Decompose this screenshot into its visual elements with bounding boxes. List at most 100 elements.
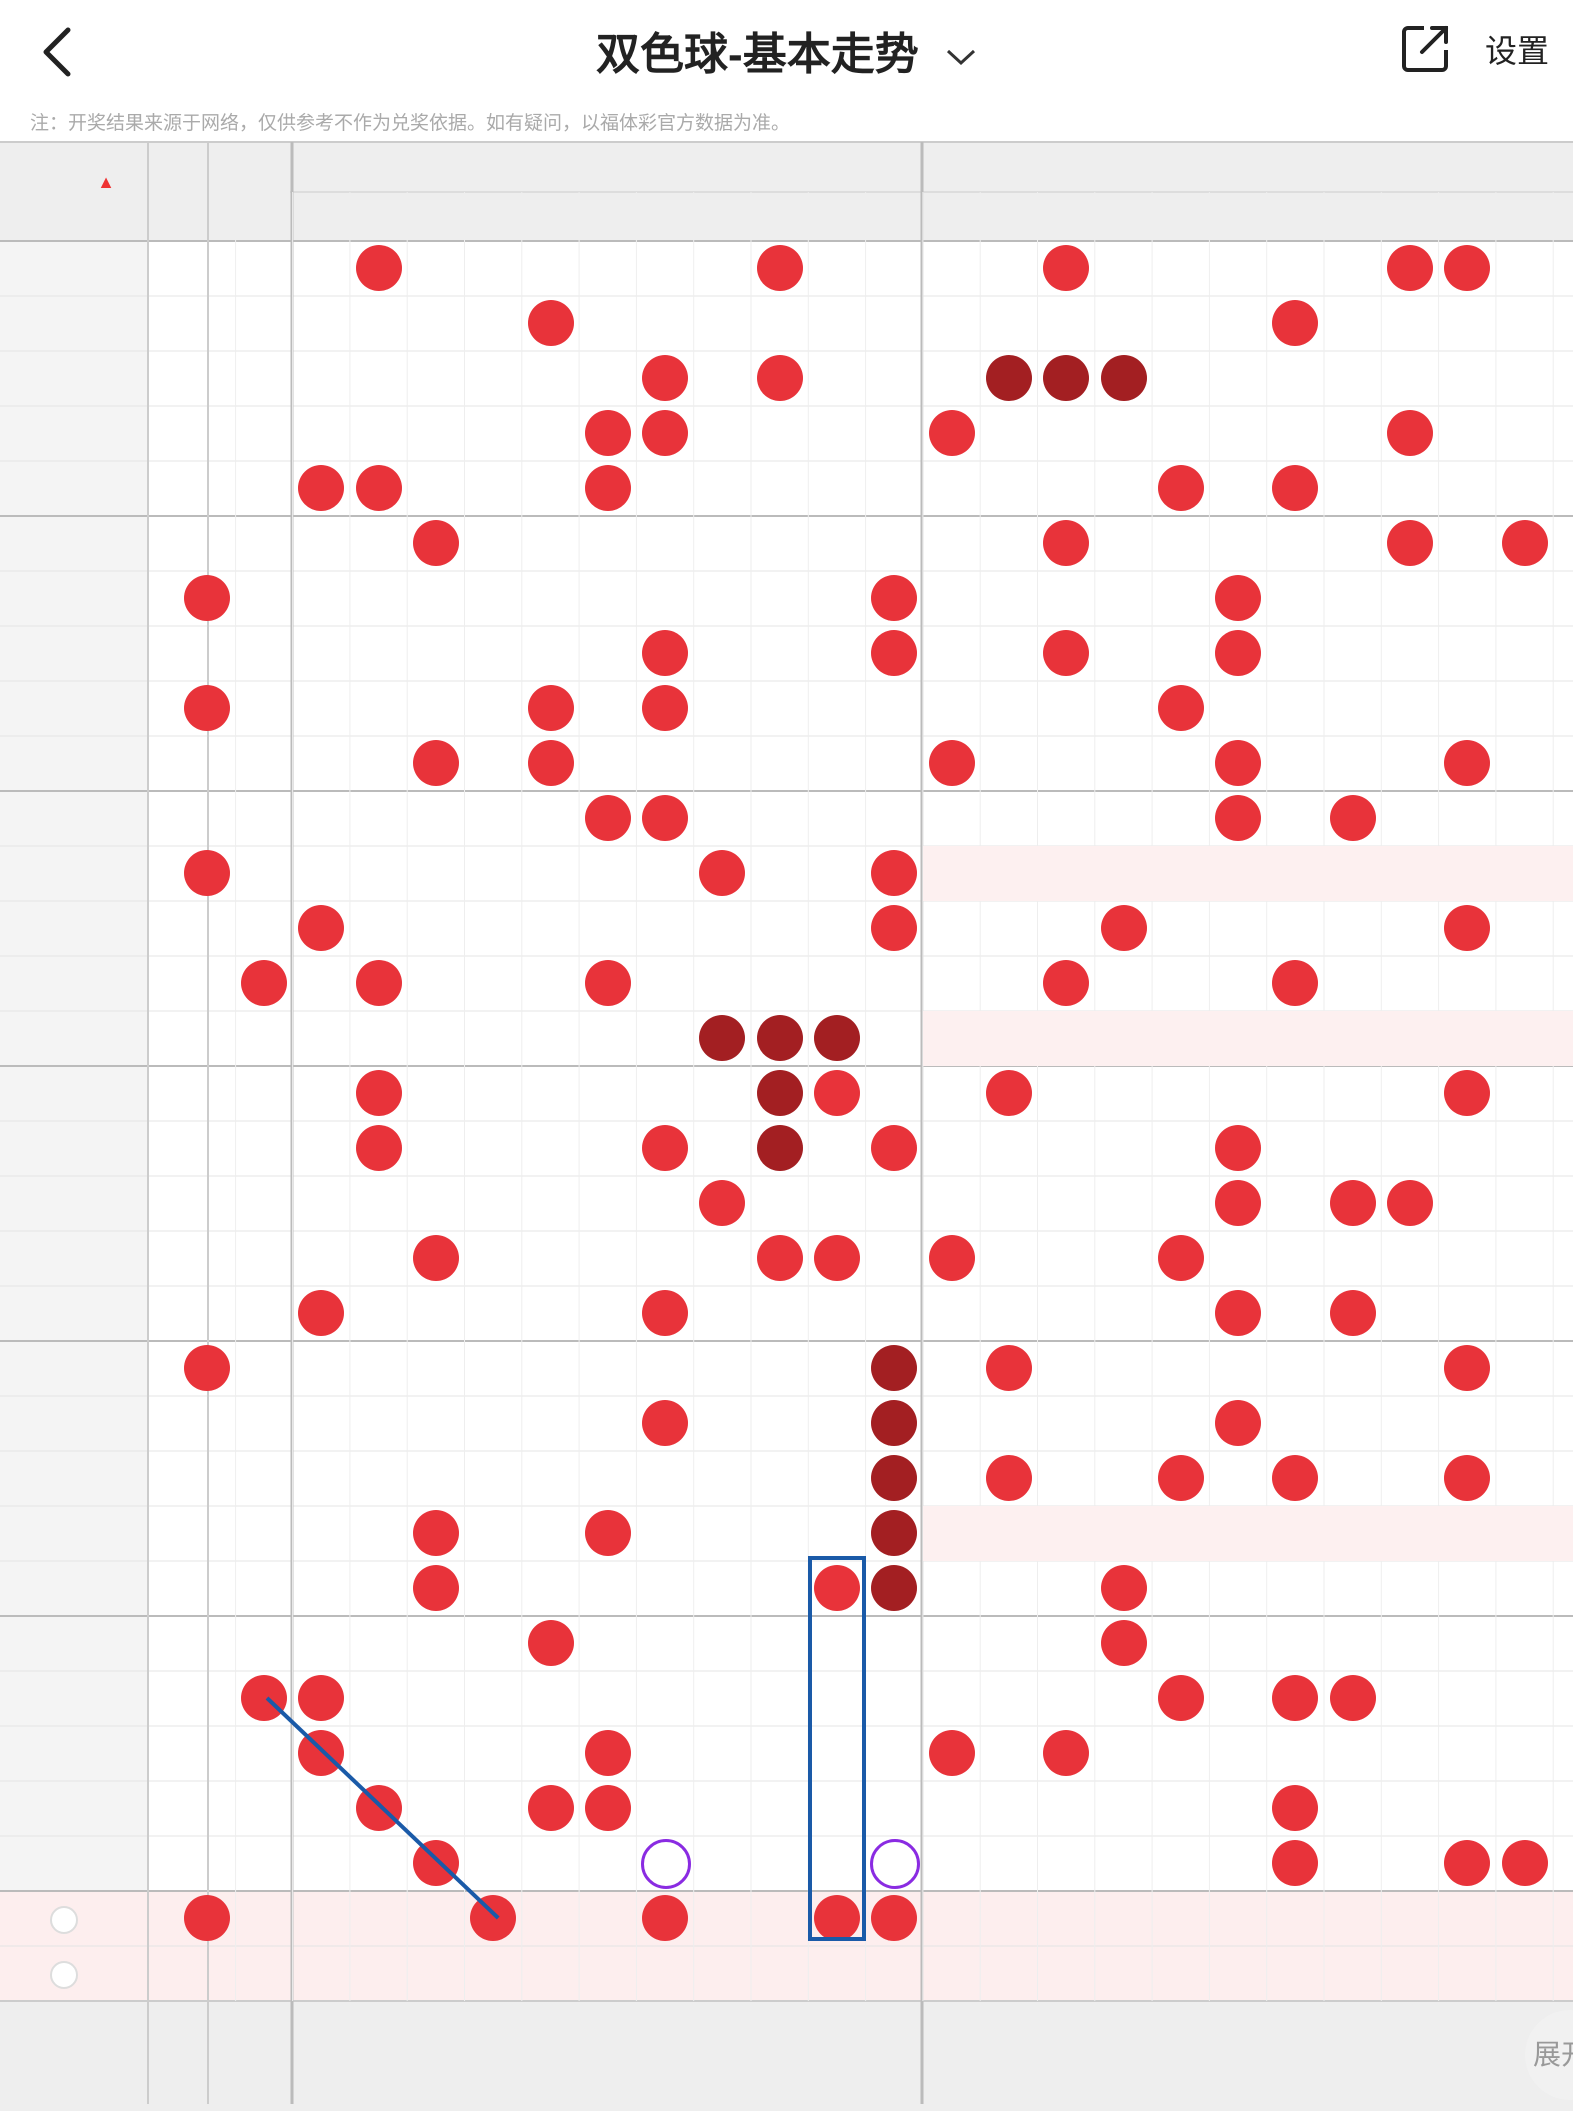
number-ball[interactable]	[412, 1235, 459, 1281]
number-ball[interactable]	[756, 1015, 803, 1061]
number-ball[interactable]	[1444, 1455, 1491, 1501]
number-ball[interactable]	[928, 1730, 975, 1776]
number-ball[interactable]	[1100, 905, 1147, 951]
number-ball[interactable]	[1329, 795, 1376, 841]
number-ball[interactable]	[584, 410, 631, 456]
number-ball[interactable]	[412, 1510, 459, 1556]
number-ball[interactable]	[642, 1125, 689, 1171]
select-radio[interactable]	[50, 1906, 78, 1934]
number-ball[interactable]	[1444, 245, 1491, 291]
number-ball[interactable]	[184, 1345, 230, 1391]
number-ball[interactable]	[1157, 1455, 1204, 1501]
number-ball[interactable]	[814, 1070, 860, 1116]
number-ball[interactable]	[241, 1675, 287, 1721]
number-ball[interactable]	[184, 685, 230, 731]
number-ball[interactable]	[871, 905, 918, 951]
chevron-down-icon[interactable]	[945, 47, 977, 67]
number-ball[interactable]	[699, 850, 746, 896]
number-ball[interactable]	[1444, 1345, 1491, 1391]
number-ball[interactable]	[1157, 1235, 1204, 1281]
number-ball[interactable]	[527, 1785, 574, 1831]
number-ball[interactable]	[756, 355, 803, 401]
number-ball[interactable]	[1215, 740, 1262, 786]
number-ball[interactable]	[1100, 355, 1147, 401]
number-ball[interactable]	[1272, 300, 1319, 346]
number-ball[interactable]	[1444, 1070, 1491, 1116]
number-ball[interactable]	[1272, 960, 1319, 1006]
number-ball[interactable]	[355, 1125, 402, 1171]
number-ball[interactable]	[814, 1565, 860, 1611]
number-ball[interactable]	[1215, 1400, 1262, 1446]
number-ball[interactable]	[928, 740, 975, 786]
number-ball[interactable]	[642, 1400, 689, 1446]
number-ball[interactable]	[871, 1400, 918, 1446]
number-ball[interactable]	[1157, 1675, 1204, 1721]
number-ball[interactable]	[642, 795, 689, 841]
number-ball[interactable]	[756, 245, 803, 291]
number-ball[interactable]	[355, 1070, 402, 1116]
selected-ball[interactable]	[184, 1895, 230, 1941]
number-ball[interactable]	[642, 355, 689, 401]
number-ball[interactable]	[1043, 1730, 1090, 1776]
number-ball[interactable]	[412, 740, 459, 786]
number-ball[interactable]	[184, 575, 230, 621]
number-ball[interactable]	[642, 1290, 689, 1336]
number-ball[interactable]	[756, 1235, 803, 1281]
number-ball[interactable]	[355, 245, 402, 291]
number-ball[interactable]	[1329, 1180, 1376, 1226]
circled-number[interactable]	[870, 1839, 921, 1889]
number-ball[interactable]	[184, 850, 230, 896]
number-ball[interactable]	[1387, 1180, 1433, 1226]
number-ball[interactable]	[1387, 410, 1433, 456]
number-ball[interactable]	[1272, 1675, 1319, 1721]
number-ball[interactable]	[1043, 520, 1090, 566]
number-ball[interactable]	[699, 1015, 746, 1061]
number-ball[interactable]	[1215, 1180, 1262, 1226]
number-ball[interactable]	[355, 1785, 402, 1831]
number-ball[interactable]	[871, 850, 918, 896]
number-ball[interactable]	[871, 1510, 918, 1556]
number-ball[interactable]	[985, 1070, 1032, 1116]
settings-button[interactable]: 设置	[1485, 33, 1550, 69]
number-ball[interactable]	[355, 960, 402, 1006]
number-ball[interactable]	[814, 1015, 860, 1061]
selected-ball[interactable]	[814, 1895, 860, 1941]
selected-ball[interactable]	[642, 1895, 689, 1941]
number-ball[interactable]	[412, 1840, 459, 1886]
number-ball[interactable]	[355, 465, 402, 511]
number-ball[interactable]	[756, 1125, 803, 1171]
number-ball[interactable]	[584, 795, 631, 841]
number-ball[interactable]	[298, 1290, 345, 1336]
number-ball[interactable]	[699, 1180, 746, 1226]
number-ball[interactable]	[1215, 630, 1262, 676]
number-ball[interactable]	[985, 1345, 1032, 1391]
number-ball[interactable]	[985, 1455, 1032, 1501]
number-ball[interactable]	[814, 1235, 860, 1281]
number-ball[interactable]	[298, 1730, 345, 1776]
number-ball[interactable]	[928, 410, 975, 456]
number-ball[interactable]	[642, 630, 689, 676]
number-ball[interactable]	[871, 630, 918, 676]
number-ball[interactable]	[1272, 465, 1319, 511]
selected-ball[interactable]	[470, 1895, 517, 1941]
number-ball[interactable]	[1157, 465, 1204, 511]
number-ball[interactable]	[642, 410, 689, 456]
number-ball[interactable]	[1043, 630, 1090, 676]
number-ball[interactable]	[241, 960, 287, 1006]
number-ball[interactable]	[1215, 1125, 1262, 1171]
number-ball[interactable]	[584, 1785, 631, 1831]
number-ball[interactable]	[1215, 575, 1262, 621]
number-ball[interactable]	[1043, 355, 1090, 401]
number-ball[interactable]	[527, 740, 574, 786]
number-ball[interactable]	[1501, 520, 1548, 566]
number-ball[interactable]	[871, 1345, 918, 1391]
number-ball[interactable]	[527, 685, 574, 731]
number-ball[interactable]	[1043, 960, 1090, 1006]
number-ball[interactable]	[1272, 1455, 1319, 1501]
number-ball[interactable]	[412, 520, 459, 566]
number-ball[interactable]	[1215, 795, 1262, 841]
number-ball[interactable]	[1043, 245, 1090, 291]
number-ball[interactable]	[1387, 245, 1433, 291]
number-ball[interactable]	[298, 905, 345, 951]
number-ball[interactable]	[1100, 1620, 1147, 1666]
